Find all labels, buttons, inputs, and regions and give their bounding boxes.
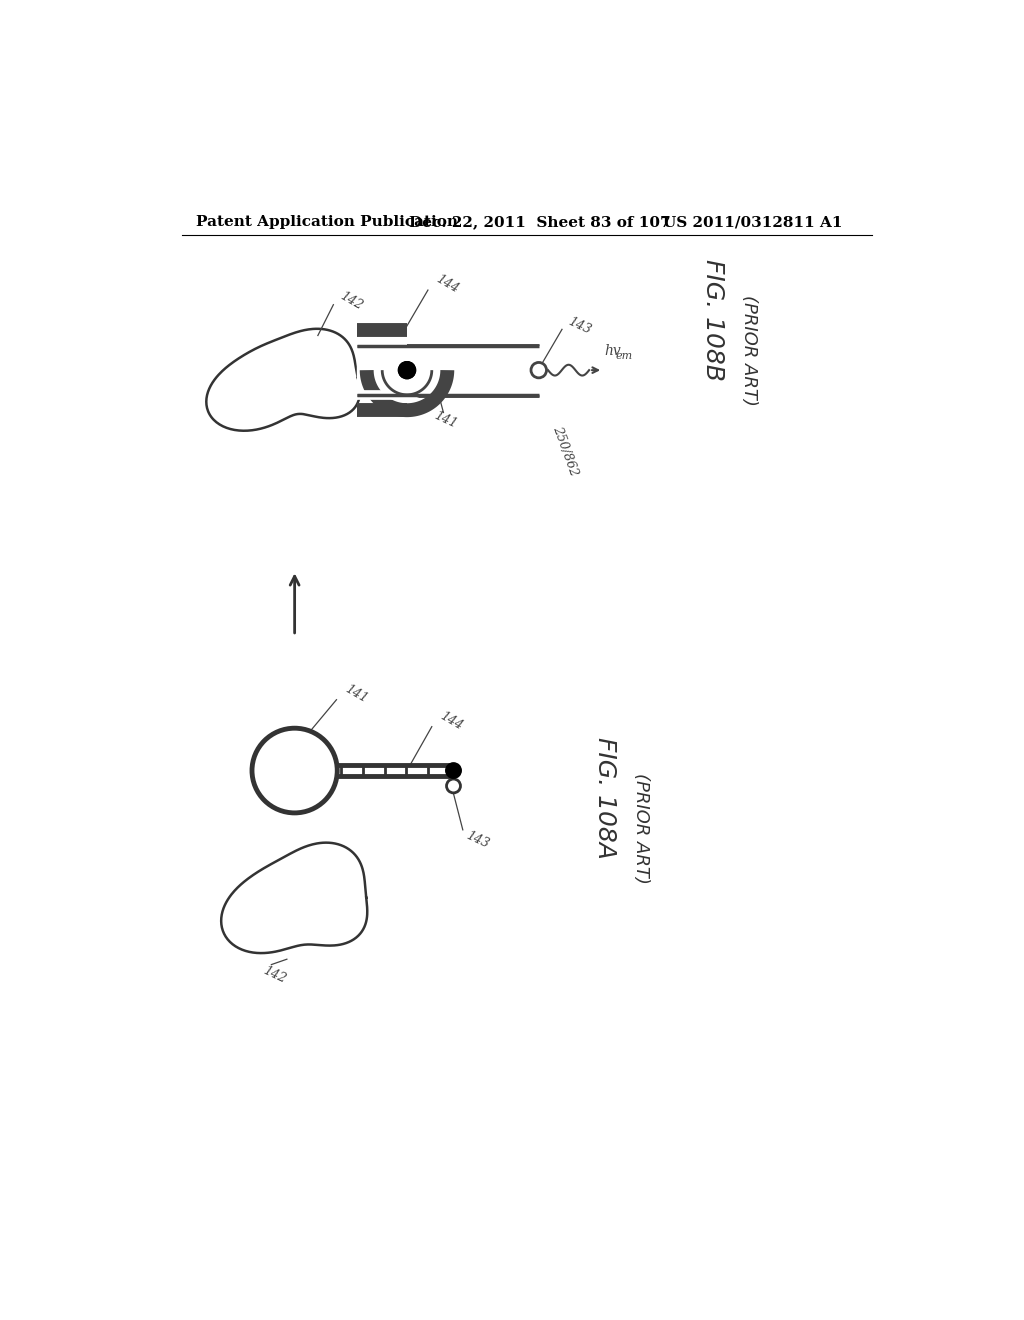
Circle shape [398,362,416,379]
Text: 144: 144 [434,272,462,296]
Text: Dec. 22, 2011  Sheet 83 of 107: Dec. 22, 2011 Sheet 83 of 107 [409,215,670,230]
Circle shape [531,363,547,378]
Text: em: em [615,351,633,362]
Text: (PRIOR ART): (PRIOR ART) [632,774,650,883]
Text: (PRIOR ART): (PRIOR ART) [740,296,758,407]
Circle shape [398,362,416,379]
Text: 141: 141 [432,409,459,432]
Circle shape [445,763,461,779]
Circle shape [446,779,461,793]
Text: US 2011/0312811 A1: US 2011/0312811 A1 [663,215,843,230]
Text: 143: 143 [566,314,593,337]
Text: FIG. 108A: FIG. 108A [593,737,617,858]
Text: FIG. 108B: FIG. 108B [701,259,725,381]
Circle shape [252,729,337,813]
Text: 250/862: 250/862 [550,424,581,478]
Text: 142: 142 [261,964,289,986]
Text: 141: 141 [343,682,370,705]
Text: 142: 142 [337,289,365,313]
Text: Patent Application Publication: Patent Application Publication [197,215,458,230]
Text: 143: 143 [464,829,490,851]
Text: 144: 144 [438,709,465,733]
Text: hv: hv [604,343,622,358]
